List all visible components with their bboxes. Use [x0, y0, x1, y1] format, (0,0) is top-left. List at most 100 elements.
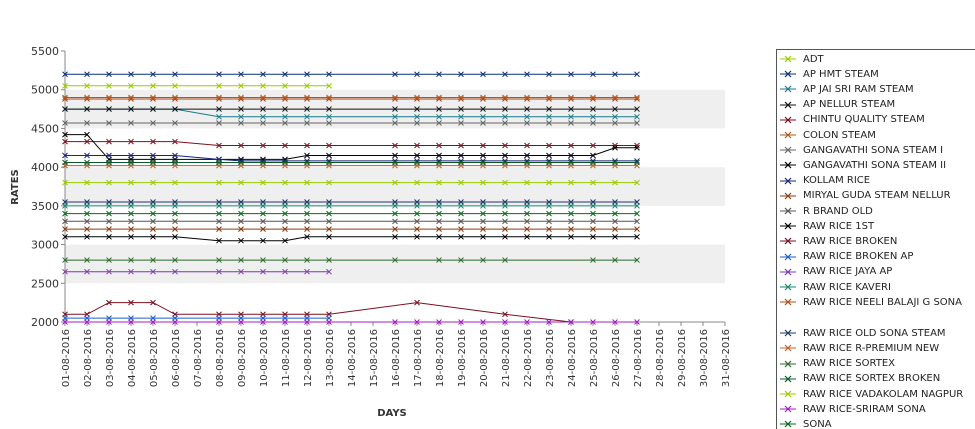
data-point: [326, 152, 332, 159]
data-point: [238, 96, 244, 102]
data-point: [238, 226, 244, 232]
data-point: [502, 233, 508, 240]
data-point: [458, 71, 464, 78]
data-point: [568, 179, 574, 186]
data-point: [326, 210, 332, 217]
data-point: [238, 257, 244, 263]
x-tick-label: 07-08-2016: [193, 329, 204, 387]
legend-label: RAW RICE OLD SONA STEAM: [803, 327, 946, 339]
data-point: [62, 319, 68, 325]
grid-band: [65, 205, 725, 245]
data-point: [62, 96, 68, 102]
data-point: [436, 159, 442, 166]
data-point: [150, 299, 156, 306]
data-point: [304, 142, 310, 149]
data-point: [524, 106, 530, 112]
data-point: [524, 120, 530, 126]
data-point: [392, 113, 398, 120]
data-point: [304, 152, 310, 159]
data-point: [326, 159, 332, 166]
data-point: [128, 106, 134, 112]
legend-marker-icon: [777, 373, 803, 385]
data-point: [634, 96, 640, 102]
data-point: [612, 120, 618, 126]
y-tick-label: 5000: [31, 84, 59, 97]
data-point: [634, 257, 640, 263]
legend-marker-icon: [777, 175, 803, 187]
legend-item: RAW RICE BROKEN: [777, 235, 975, 247]
data-point: [568, 226, 574, 232]
data-point: [238, 179, 244, 186]
data-point: [568, 106, 574, 112]
series-miryal-guda-steam-nellur: [62, 226, 640, 232]
y-tick-label: 5500: [31, 45, 59, 58]
series-raw-rice-vadakolam-nagpur: [62, 179, 640, 186]
series-adt: [62, 82, 332, 89]
data-point: [524, 179, 530, 186]
data-point: [392, 71, 398, 78]
series-raw-rice-1st: [62, 233, 640, 244]
data-point: [326, 82, 332, 89]
data-point: [128, 159, 134, 166]
legend-label: ADT: [803, 53, 824, 65]
data-point: [106, 159, 112, 166]
data-point: [150, 210, 156, 217]
legend-item: AP JAI SRI RAM STEAM: [777, 83, 975, 95]
data-point: [282, 96, 288, 102]
legend-label: RAW RICE JAYA AP: [803, 266, 893, 278]
data-point: [106, 199, 112, 205]
data-point: [480, 226, 486, 232]
legend-marker-icon: [777, 327, 803, 339]
data-point: [590, 179, 596, 186]
legend-marker-icon: [777, 53, 803, 65]
data-point: [84, 159, 90, 166]
legend-marker-icon: [777, 114, 803, 126]
data-point: [436, 142, 442, 149]
data-point: [128, 82, 134, 89]
x-tick-label: 20-08-2016: [479, 329, 490, 387]
grid-band: [65, 283, 725, 322]
data-point: [106, 210, 112, 217]
data-point: [106, 96, 112, 102]
data-point: [458, 257, 464, 263]
y-tick-label: 2500: [31, 277, 59, 290]
legend-item: KOLLAM RICE: [777, 175, 975, 187]
legend-label: RAW RICE 1ST: [803, 220, 875, 232]
legend-label: COLON STEAM: [803, 129, 876, 141]
data-point: [436, 319, 442, 325]
data-point: [238, 268, 244, 275]
data-point: [150, 106, 156, 112]
data-point: [128, 257, 134, 263]
data-point: [546, 106, 552, 112]
data-point: [436, 257, 442, 263]
data-point: [238, 218, 244, 225]
data-point: [546, 152, 552, 159]
data-point: [502, 113, 508, 120]
data-point: [502, 311, 508, 318]
data-point: [392, 233, 398, 240]
data-point: [392, 210, 398, 217]
data-point: [150, 179, 156, 186]
data-point: [436, 226, 442, 232]
data-point: [414, 226, 420, 232]
legend-marker-icon: [777, 159, 803, 171]
data-point: [524, 210, 530, 217]
data-point: [458, 152, 464, 159]
data-point: [282, 210, 288, 217]
data-point: [172, 199, 178, 205]
data-point: [502, 159, 508, 166]
data-point: [150, 319, 156, 325]
legend-label: RAW RICE KAVERI: [803, 281, 891, 293]
x-tick-label: 25-08-2016: [589, 329, 600, 387]
data-point: [282, 226, 288, 232]
legend-marker-icon: [777, 83, 803, 95]
data-point: [392, 152, 398, 159]
data-point: [392, 179, 398, 186]
series-raw-rice-sortex: [62, 257, 640, 263]
data-point: [568, 319, 574, 325]
data-point: [282, 237, 288, 244]
data-point: [62, 82, 68, 89]
data-point: [172, 179, 178, 186]
data-point: [260, 226, 266, 232]
data-point: [524, 71, 530, 78]
